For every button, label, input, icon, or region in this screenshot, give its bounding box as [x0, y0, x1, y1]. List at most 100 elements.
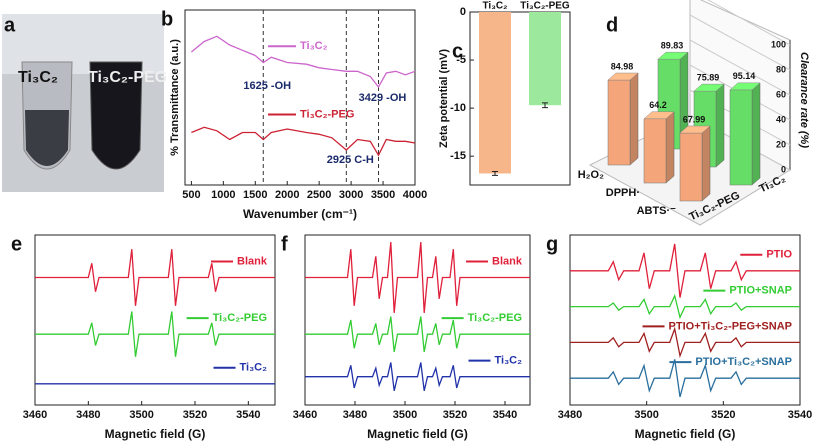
bar-top: [643, 111, 675, 120]
y-tick-label: 40: [776, 114, 786, 124]
error-bar: [492, 171, 498, 176]
x-tick-label: 3500: [634, 409, 658, 421]
series-line: [305, 362, 530, 391]
x-tick-label: 3520: [183, 409, 207, 421]
x-tick-label: Ti₃C₂-PEG: [520, 1, 570, 12]
x-tick-label: 3480: [343, 409, 367, 421]
bar: [529, 12, 561, 106]
series-line: [190, 35, 416, 89]
x-axis-label: Wavenumber (cm⁻¹): [243, 207, 357, 221]
x-tick-label: 3540: [236, 409, 260, 421]
bar-front: [607, 79, 631, 166]
legend-label: PTIO+Ti₃C₂-PEG+SNAP: [669, 320, 792, 332]
bar-front: [643, 118, 667, 184]
category-label: DPPH·: [606, 187, 640, 199]
plot-frame: [304, 234, 531, 406]
x-tick-label: 1000: [211, 189, 235, 201]
bar-side: [701, 125, 711, 202]
x-tick-label: 3460: [293, 409, 317, 421]
series-line: [305, 316, 530, 353]
panel-label: e: [11, 233, 22, 255]
x-tick-label: 2500: [307, 189, 331, 201]
panel-label: f: [281, 233, 288, 255]
y-tick-label: 60: [776, 89, 786, 99]
x-tick-label: 3520: [711, 409, 735, 421]
bar-side: [715, 83, 725, 168]
y-tick-label: -15: [450, 150, 466, 162]
y-tick-label: 20: [776, 139, 786, 149]
x-tick-label: 3500: [371, 189, 395, 201]
bar-top: [693, 83, 725, 92]
series-line: [570, 326, 800, 359]
x-tick-label: 4000: [403, 189, 427, 201]
tube-1-sediment: [25, 110, 69, 166]
plot-frame: [569, 234, 801, 406]
y-tick-label: 0: [781, 164, 786, 174]
annotation: 3429 -OH: [359, 92, 407, 104]
series-line: [305, 242, 530, 313]
series-line: [35, 311, 275, 357]
y-axis-label: % Transmittance (a.u.): [169, 39, 181, 156]
x-tick-label: 3000: [339, 189, 363, 201]
bar-front: [679, 132, 703, 202]
legend-label: Blank: [492, 255, 523, 267]
x-axis-label: Magnetic field (G): [105, 427, 206, 441]
y-tick-label: 100: [771, 39, 786, 49]
series-line: [191, 126, 416, 157]
x-tick-label: 500: [182, 189, 200, 201]
plot-frame: [469, 11, 571, 186]
legend-label: Ti₃C₂: [240, 362, 268, 374]
grid-line: [707, 0, 791, 46]
category-label: H₂O₂: [578, 169, 604, 181]
x-tick-label: 3540: [788, 409, 812, 421]
panel-label: b: [161, 8, 173, 30]
x-tick-label: 2000: [275, 189, 299, 201]
x-tick-label: 3480: [558, 409, 582, 421]
x-tick-label: Ti₃C₂: [483, 1, 508, 12]
legend-label: PTIO+Ti₃C₂+SNAP: [695, 356, 792, 368]
panel-label: d: [606, 14, 618, 36]
y-tick-label: -5: [456, 54, 466, 66]
grid-line: [689, 39, 791, 96]
legend-label: Ti₃C₂: [495, 355, 523, 367]
x-tick-label: 3500: [129, 409, 153, 421]
category-label: ABTS·⁻: [637, 205, 677, 217]
annotation: 1625 -OH: [243, 80, 291, 92]
y-tick-label: 80: [776, 64, 786, 74]
tube-label: Ti₃C₂-PEG: [88, 69, 167, 86]
value-label: 84.98: [611, 61, 634, 71]
bar-top: [657, 51, 689, 60]
tube-2: [89, 61, 143, 170]
x-tick-label: 1500: [243, 189, 267, 201]
annotation: 2925 C-H: [327, 154, 374, 166]
value-label: 95.14: [733, 71, 756, 81]
x-tick-label: 3500: [393, 409, 417, 421]
series-line: [35, 249, 275, 306]
value-label: 89.83: [661, 41, 684, 51]
plot-frame: [34, 234, 276, 406]
legend-label: PTIO: [766, 249, 792, 261]
x-axis-label: Magnetic field (G): [367, 427, 468, 441]
bar-top: [679, 125, 711, 134]
grid-line: [689, 14, 791, 71]
legend-label: Ti₃C₂-PEG: [213, 312, 267, 324]
y-tick-label: 0: [460, 6, 466, 18]
bar-side: [629, 72, 639, 166]
x-axis-label: Magnetic field (G): [635, 427, 736, 441]
bar-side: [665, 111, 675, 184]
bar-top: [607, 72, 639, 81]
tube-label: Ti₃C₂: [18, 69, 58, 86]
y-tick-label: -10: [450, 102, 466, 114]
x-tick-label: 3540: [493, 409, 517, 421]
value-label: 67.99: [683, 114, 706, 124]
x-tick-label: 3480: [76, 409, 100, 421]
bar-front: [729, 89, 753, 186]
error-bar: [542, 102, 548, 109]
panel-label: a: [4, 14, 16, 36]
bar-top: [729, 82, 761, 91]
legend-label: Blank: [237, 255, 268, 267]
series-line: [570, 293, 800, 320]
series-line: [570, 243, 800, 298]
series-line: [570, 359, 800, 398]
